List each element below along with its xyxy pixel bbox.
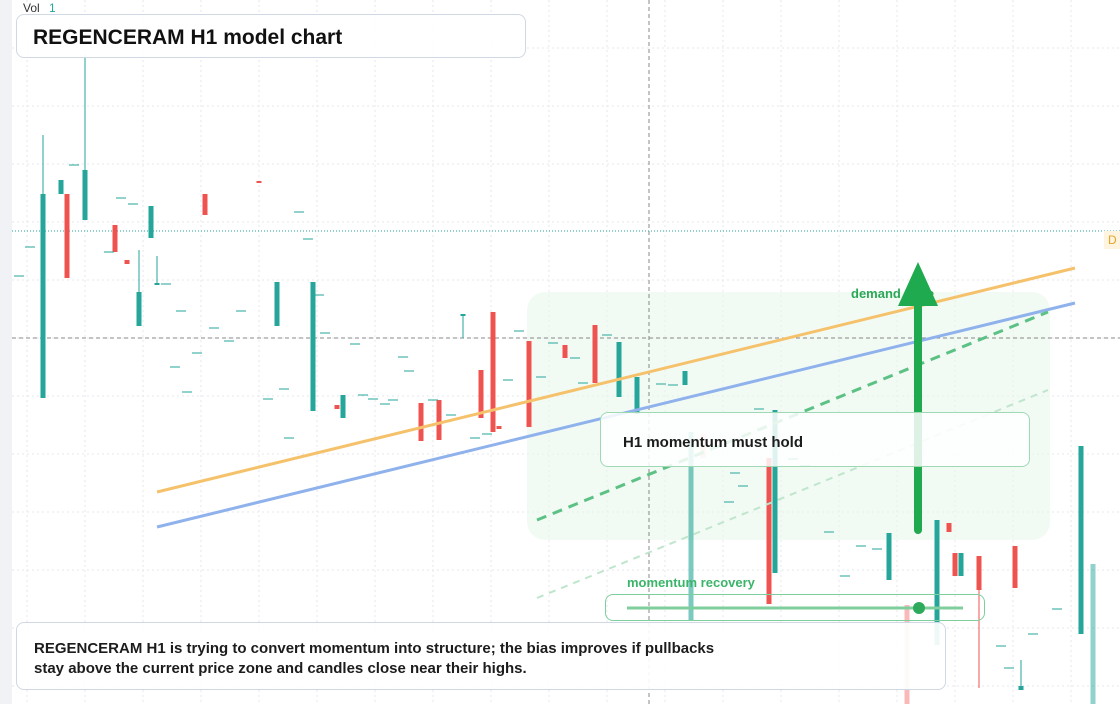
candle: [478, 370, 484, 418]
candle: [496, 426, 502, 429]
title-box: REGENCERAM H1 model chart: [16, 14, 526, 58]
candle: [1078, 446, 1084, 634]
candle: [274, 282, 280, 326]
candle-body: [136, 292, 142, 326]
candle: [64, 194, 70, 278]
edge-marker-bg: [1104, 231, 1120, 249]
candle-body: [340, 395, 346, 418]
candle-body: [478, 370, 484, 418]
candle: [562, 345, 568, 358]
candle: [886, 533, 892, 580]
candle-body: [202, 194, 208, 215]
candle-body: [688, 432, 694, 620]
candle-body: [946, 523, 952, 532]
candle-body: [460, 314, 466, 316]
candle: [490, 312, 496, 432]
candle-body: [148, 206, 154, 238]
candle: [1012, 546, 1018, 588]
candle: [682, 371, 688, 385]
candle: [436, 400, 442, 440]
candle: [616, 342, 622, 397]
candle: [82, 55, 88, 220]
candle: [124, 260, 130, 264]
volume-label: Vol: [23, 1, 40, 15]
candle-body: [124, 260, 130, 264]
candle-body: [496, 426, 502, 429]
candle: [148, 206, 154, 238]
candle: [334, 405, 340, 409]
candle-body: [976, 556, 982, 590]
candle: [58, 180, 64, 194]
note-box: H1 momentum must hold: [600, 412, 1030, 467]
candle-body: [934, 520, 940, 645]
candle-body: [112, 225, 118, 252]
left-strip: [0, 0, 12, 704]
candle-body: [526, 341, 532, 427]
candle: [952, 553, 958, 576]
candle-body: [40, 194, 46, 398]
candle: [202, 194, 208, 215]
description-box: REGENCERAM H1 is trying to convert momen…: [16, 622, 946, 690]
candle: [1018, 660, 1024, 690]
slider-label: momentum recovery: [627, 575, 755, 590]
candle-body: [682, 371, 688, 385]
candle: [154, 256, 160, 285]
candle-body: [418, 403, 424, 441]
candle: [256, 181, 262, 183]
candle-body: [886, 533, 892, 580]
candle-body: [490, 312, 496, 432]
candle-body: [154, 283, 160, 285]
volume-value: 1: [49, 1, 56, 15]
candle: [634, 377, 640, 414]
candle-body: [1078, 446, 1084, 634]
candle-body: [82, 170, 88, 220]
description: REGENCERAM H1 is trying to convert momen…: [34, 640, 715, 677]
arrow-head: [898, 262, 938, 306]
candle-body: [592, 325, 598, 383]
candle: [592, 325, 598, 383]
candle-body: [64, 194, 70, 278]
candle: [310, 282, 316, 411]
candle-body: [334, 405, 340, 409]
edge-marker: D: [1108, 233, 1117, 247]
candle: [958, 553, 964, 576]
candle: [526, 341, 532, 427]
candle-body: [634, 377, 640, 414]
candle-body: [1012, 546, 1018, 588]
candle: [976, 556, 982, 688]
candle: [1090, 564, 1096, 704]
slider[interactable]: [605, 594, 985, 621]
candle: [40, 135, 46, 398]
candle: [460, 314, 466, 338]
candle-body: [616, 342, 622, 397]
candle-body: [274, 282, 280, 326]
candle-body: [772, 410, 778, 573]
candle-body: [1018, 686, 1024, 690]
candle: [946, 523, 952, 532]
slider-track: [627, 602, 963, 614]
candle-body: [952, 553, 958, 576]
candle-body: [958, 553, 964, 576]
slider-handle[interactable]: [913, 602, 925, 614]
candle-body: [1090, 564, 1096, 704]
candle: [418, 403, 424, 441]
candle-body: [766, 458, 772, 604]
candle-body: [58, 180, 64, 194]
candle-body: [562, 345, 568, 358]
candle-body: [256, 181, 262, 183]
candle-body: [310, 282, 316, 411]
candle: [766, 458, 772, 604]
candle: [112, 225, 118, 252]
candle: [136, 250, 142, 326]
candle-body: [436, 400, 442, 440]
candle: [340, 395, 346, 418]
